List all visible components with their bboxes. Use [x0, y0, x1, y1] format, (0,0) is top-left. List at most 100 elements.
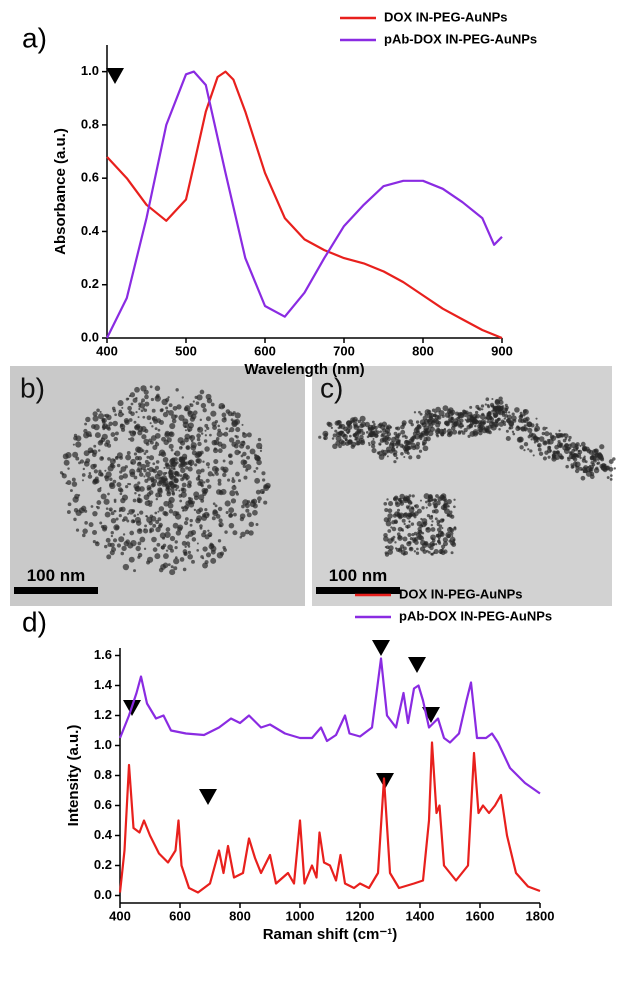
- particle: [218, 402, 225, 410]
- particle: [344, 438, 348, 442]
- particle: [609, 478, 613, 481]
- particle: [135, 423, 141, 429]
- particle: [202, 460, 205, 463]
- particle: [485, 428, 491, 434]
- particle: [565, 464, 569, 469]
- particle: [179, 557, 185, 562]
- particle: [158, 567, 164, 573]
- particle: [231, 485, 237, 491]
- particle: [82, 467, 85, 471]
- particle: [357, 425, 360, 429]
- particle: [121, 518, 125, 522]
- particle: [150, 397, 155, 402]
- particle: [549, 449, 552, 453]
- particle: [92, 415, 99, 422]
- y-tick-label: 0.6: [81, 170, 99, 185]
- particle: [351, 441, 357, 447]
- particle: [135, 545, 141, 552]
- particle: [399, 493, 405, 500]
- particle: [372, 437, 375, 440]
- particle: [481, 408, 484, 411]
- particle: [152, 462, 156, 466]
- particle: [451, 534, 454, 538]
- particle: [505, 411, 508, 414]
- particle: [419, 436, 423, 441]
- particle: [144, 524, 147, 528]
- particle: [166, 437, 172, 443]
- particle: [116, 543, 121, 548]
- particle: [160, 545, 165, 550]
- particle: [126, 519, 130, 523]
- particle: [393, 453, 398, 458]
- particle: [560, 433, 565, 438]
- particle: [165, 471, 168, 475]
- particle: [168, 431, 175, 438]
- particle: [414, 540, 419, 545]
- particle: [406, 526, 409, 529]
- particle: [148, 455, 155, 461]
- particle: [187, 410, 194, 418]
- particle: [117, 400, 124, 407]
- tem-image: [10, 366, 305, 606]
- particle: [391, 526, 397, 532]
- particle: [197, 478, 201, 481]
- particle: [489, 420, 492, 423]
- particle: [223, 431, 229, 437]
- particle: [450, 551, 454, 555]
- y-tick-label: 0.2: [94, 857, 112, 872]
- particle: [97, 449, 101, 452]
- particle: [120, 466, 127, 472]
- particle: [148, 438, 152, 443]
- particle: [228, 513, 233, 519]
- particle: [478, 430, 483, 436]
- particle: [137, 456, 143, 461]
- particle: [354, 436, 358, 440]
- particle: [168, 467, 172, 471]
- particle: [197, 427, 201, 431]
- particle: [240, 459, 247, 466]
- particle: [108, 507, 113, 512]
- particle: [484, 403, 487, 406]
- particle: [421, 506, 425, 510]
- particle: [117, 487, 123, 492]
- particle: [134, 516, 141, 524]
- particle: [410, 442, 416, 448]
- particle: [242, 464, 246, 469]
- particle: [428, 515, 434, 520]
- particle: [365, 431, 369, 434]
- particle: [128, 482, 132, 486]
- particle: [184, 545, 187, 548]
- legend-label: pAb-DOX IN-PEG-AuNPs: [384, 31, 537, 46]
- particle: [199, 389, 205, 395]
- particle: [516, 425, 520, 429]
- particle: [157, 428, 161, 432]
- particle: [192, 400, 195, 403]
- particle: [117, 411, 124, 418]
- particle: [172, 522, 179, 529]
- particle: [537, 442, 542, 448]
- y-axis-label: Intensity (a.u.): [65, 725, 82, 827]
- particle: [114, 456, 119, 460]
- particle: [167, 487, 171, 491]
- particle: [394, 541, 397, 544]
- particle: [143, 547, 147, 550]
- particle: [440, 431, 445, 437]
- particle: [205, 478, 210, 483]
- particle: [401, 422, 406, 427]
- particle: [171, 491, 175, 495]
- x-tick-label: 1000: [286, 908, 315, 923]
- particle: [544, 450, 549, 455]
- particle: [502, 420, 506, 424]
- particle: [235, 492, 239, 496]
- particle: [434, 411, 437, 414]
- particle: [99, 521, 103, 525]
- particle: [201, 488, 207, 494]
- particle: [503, 423, 507, 427]
- particle: [146, 492, 152, 497]
- particle: [411, 494, 415, 498]
- particle: [78, 494, 81, 497]
- particle: [517, 436, 524, 443]
- scale-bar: [14, 587, 98, 594]
- particle: [486, 420, 490, 424]
- particle: [447, 505, 450, 508]
